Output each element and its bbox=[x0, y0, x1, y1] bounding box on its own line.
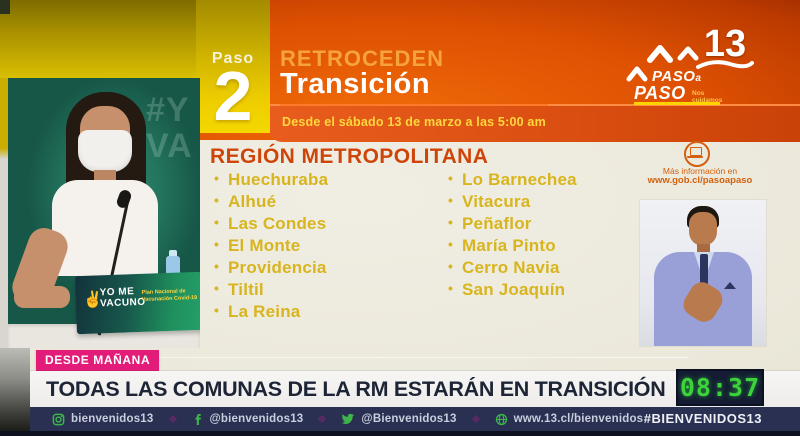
paso-logo-tagline: Nos cuidamos bbox=[692, 90, 723, 104]
commune-item: Cerro Navia bbox=[448, 258, 577, 280]
interpreter-face bbox=[689, 212, 717, 246]
commune-item: Las Condes bbox=[214, 214, 328, 236]
sign-caption: Plan Nacional de Vacunación Covid-19 bbox=[141, 288, 198, 303]
lower-third-banner: TODAS LAS COMUNAS DE LA RM ESTARÁN EN TR… bbox=[30, 371, 800, 407]
separator-diamond-icon bbox=[168, 414, 177, 424]
laptop-base-icon bbox=[687, 156, 703, 158]
social-media-bar: bienvenidos13 @bienvenidos13 @Bienvenido… bbox=[30, 407, 800, 431]
social-handle: www.13.cl/bienvenidos bbox=[513, 413, 644, 425]
backdrop-hashtag: #Y VA bbox=[146, 91, 193, 165]
commune-item: María Pinto bbox=[448, 236, 577, 258]
region-title: REGIÓN METROPOLITANA bbox=[210, 145, 489, 168]
paso-logo-line1: PASOa bbox=[652, 68, 702, 85]
separator-diamond-icon bbox=[318, 414, 327, 424]
commune-item: Vitacura bbox=[448, 192, 577, 214]
bottom-edge-strip bbox=[0, 431, 800, 436]
topleft-yellow-panel bbox=[0, 0, 196, 78]
topleft-dark-corner bbox=[0, 0, 10, 14]
paso-logo-line2: PASO bbox=[634, 83, 686, 103]
header-kicker: RETROCEDEN bbox=[280, 46, 445, 71]
interpreter-tie bbox=[700, 254, 708, 296]
interpreter-pocket-square bbox=[724, 282, 736, 289]
instagram-icon bbox=[52, 413, 65, 425]
separator-diamond-icon bbox=[471, 414, 480, 424]
lower-third-hairline bbox=[140, 357, 688, 358]
social-handle: @Bienvenidos13 bbox=[361, 413, 457, 425]
interpreter-neck bbox=[697, 244, 710, 254]
commune-item: Huechuraba bbox=[214, 170, 328, 192]
paso-logo-underline bbox=[634, 102, 720, 105]
social-handle: bienvenidos13 bbox=[71, 413, 154, 425]
header-banner: Paso 2 RETROCEDEN Transición Desde el sá… bbox=[196, 0, 800, 142]
studio-video-feed: #Y VA ✌ YO ME VACUNO Plan Nacional de Vac… bbox=[8, 78, 200, 348]
lower-third-kicker: DESDE MAÑANA bbox=[36, 350, 160, 371]
show-hashtag: #BIENVENIDOS13 bbox=[643, 411, 762, 426]
clock-time: 08:37 bbox=[679, 373, 761, 402]
communes-list-right: Lo Barnechea Vitacura Peñaflor María Pin… bbox=[448, 170, 577, 302]
chevrons-icon bbox=[647, 45, 699, 63]
commune-item: San Joaquín bbox=[448, 280, 577, 302]
bottom-left-backdrop bbox=[0, 348, 30, 436]
commune-item: Alhué bbox=[214, 192, 328, 214]
sign-logo-line2: VACUNO bbox=[99, 296, 146, 310]
broadcast-clock: 08:37 bbox=[676, 369, 764, 406]
paso-number: 2 bbox=[213, 57, 253, 135]
social-item-instagram: bienvenidos13 bbox=[52, 413, 154, 426]
commune-item: Providencia bbox=[214, 258, 328, 280]
header-phase-title: Transición bbox=[280, 68, 431, 100]
paso-a-paso-logo: PASOa PASO Nos cuidamos bbox=[626, 44, 746, 106]
spokeswoman-torso bbox=[52, 180, 158, 276]
chevron-icon bbox=[626, 66, 648, 82]
commune-item: Peñaflor bbox=[448, 214, 577, 236]
paso-label: Paso bbox=[211, 50, 255, 67]
social-item-twitter: @Bienvenidos13 bbox=[341, 413, 456, 425]
header-divider bbox=[280, 104, 548, 106]
info-badge: Más información en www.gob.cl/pasoapaso bbox=[640, 139, 760, 189]
commune-item: La Reina bbox=[214, 302, 328, 324]
header-schedule: Desde el sábado 13 de marzo a las 5:00 a… bbox=[282, 115, 546, 129]
info-badge-url: www.gob.cl/pasoapaso bbox=[647, 175, 753, 186]
twitter-icon bbox=[342, 413, 355, 424]
sanitizer-bottle-cap bbox=[169, 250, 177, 258]
yo-me-vacuno-sign: ✌ YO ME VACUNO Plan Nacional de Vacunaci… bbox=[75, 271, 200, 335]
spokeswoman-hand bbox=[14, 286, 70, 308]
channel-13-number: 13 bbox=[703, 23, 747, 65]
social-handle: @bienvenidos13 bbox=[209, 413, 304, 425]
facebook-icon bbox=[195, 413, 201, 425]
social-item-facebook: @bienvenidos13 bbox=[192, 413, 304, 426]
left-edge-strip bbox=[0, 78, 8, 348]
lower-third-headline: TODAS LAS COMUNAS DE LA RM ESTARÁN EN TR… bbox=[46, 377, 666, 401]
social-item-website: www.13.cl/bienvenidos bbox=[495, 413, 644, 426]
commune-item: Tiltil bbox=[214, 280, 328, 302]
info-badge-text: Más información en bbox=[662, 166, 738, 176]
channel-13-logo: 13 bbox=[694, 24, 756, 70]
laptop-icon bbox=[684, 141, 710, 167]
paso-step-block: Paso 2 bbox=[196, 0, 270, 135]
commune-item: El Monte bbox=[214, 236, 328, 258]
sign-language-interpreter-video bbox=[640, 200, 766, 346]
globe-icon bbox=[495, 413, 507, 425]
laptop-screen-icon bbox=[690, 147, 702, 156]
communes-list-left: Huechuraba Alhué Las Condes El Monte Pro… bbox=[214, 170, 328, 324]
channel-13-swoosh-icon bbox=[696, 60, 754, 69]
face-mask bbox=[78, 130, 132, 172]
commune-item: Lo Barnechea bbox=[448, 170, 577, 192]
